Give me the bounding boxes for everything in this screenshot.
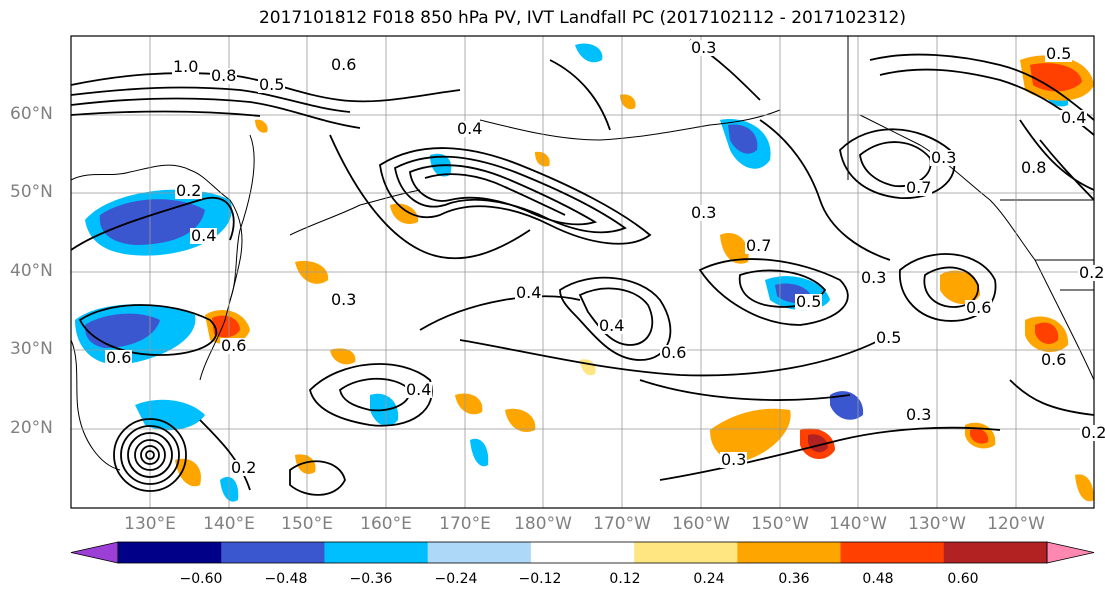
colorbar-bin xyxy=(427,542,532,563)
contour-label: 0.3 xyxy=(905,405,933,424)
colorbar-extend-left xyxy=(70,541,119,564)
colorbar-bin xyxy=(634,542,738,563)
contour-label: 0.5 xyxy=(1045,44,1073,63)
lon-label-130w: 130°W xyxy=(908,514,966,534)
lon-label-180w: 180°W xyxy=(514,514,572,534)
colorbar xyxy=(70,541,1095,564)
colorbar-bin xyxy=(118,542,222,563)
contour-label: 1.0 xyxy=(172,57,200,76)
contour-label: 0.4 xyxy=(515,283,543,302)
lon-label-150w: 150°W xyxy=(751,514,809,534)
contour-label: 0.2 xyxy=(1080,425,1105,441)
contour-label: 0.3 xyxy=(690,203,718,222)
contour-label: 0.4 xyxy=(598,316,626,335)
contour-label: 0.6 xyxy=(965,298,993,317)
colorbar-tick: 0.48 xyxy=(862,571,894,587)
positive-shading xyxy=(175,55,1094,502)
contour-label: 0.4 xyxy=(456,119,484,138)
contour-label: 0.5 xyxy=(258,75,286,94)
colorbar-bin xyxy=(324,542,429,563)
contour-label: 0.5 xyxy=(875,328,903,347)
contour-label: 0.8 xyxy=(1020,158,1048,177)
colorbar-tick: −0.48 xyxy=(264,571,308,587)
colorbar-bin xyxy=(943,542,1048,563)
contour-label: 0.3 xyxy=(690,38,718,57)
colorbar-tick: −0.24 xyxy=(434,571,478,587)
contour-label: 0.6 xyxy=(330,55,358,74)
lon-label-160e: 160°E xyxy=(360,514,412,534)
colorbar-bin xyxy=(737,542,842,563)
lon-label-120w: 120°W xyxy=(987,514,1045,534)
contour-label: 0.6 xyxy=(1040,350,1068,369)
lon-label-170e: 170°E xyxy=(439,514,491,534)
colorbar-tick: 0.24 xyxy=(693,571,725,587)
lon-label-150e: 150°E xyxy=(281,514,333,534)
lat-label-60n: 60°N xyxy=(10,104,53,124)
contour-label: 0.3 xyxy=(860,268,888,287)
contour-label: 0.6 xyxy=(220,336,248,355)
colorbar-extend-right xyxy=(1046,541,1095,564)
contour-label: 0.6 xyxy=(105,348,133,367)
lon-label-160w: 160°W xyxy=(672,514,730,534)
lat-label-40n: 40°N xyxy=(10,261,53,281)
contour-label: 0.3 xyxy=(930,148,958,167)
colorbar-tick: 0.36 xyxy=(778,571,810,587)
contour-label: 0.2 xyxy=(230,458,258,477)
contour-label: 0.6 xyxy=(660,343,688,362)
colorbar-tick: 0.60 xyxy=(947,571,979,587)
contour-label: 0.2 xyxy=(1078,263,1105,282)
colorbar-bin xyxy=(221,542,325,563)
contour-label: 0.7 xyxy=(745,236,773,255)
typhoon-contours xyxy=(113,418,187,492)
contour-label: 0.5 xyxy=(795,292,823,311)
colorbar-border xyxy=(117,541,1048,564)
lat-label-50n: 50°N xyxy=(10,182,53,202)
lon-label-140w: 140°W xyxy=(829,514,887,534)
pv-contours xyxy=(70,39,1095,496)
contour-label: 0.7 xyxy=(905,178,933,197)
colorbar-tick: −0.12 xyxy=(518,571,562,587)
contour-label: 0.3 xyxy=(330,290,358,309)
colorbar-tick: −0.36 xyxy=(349,571,393,587)
contour-label: 0.8 xyxy=(210,66,238,85)
contour-label: 0.4 xyxy=(1060,108,1088,127)
map-title: 2017101812 F018 850 hPa PV, IVT Landfall… xyxy=(258,8,906,28)
lat-label-30n: 30°N xyxy=(10,339,53,359)
contour-label: 0.2 xyxy=(175,181,203,200)
lat-label-20n: 20°N xyxy=(10,418,53,438)
contour-label: 0.3 xyxy=(720,450,748,469)
colorbar-bin xyxy=(530,542,635,563)
colorbar-tick: 0.12 xyxy=(609,571,641,587)
colorbar-bin xyxy=(840,542,945,563)
contour-label: 0.4 xyxy=(405,380,433,399)
contour-label: 0.4 xyxy=(190,226,218,245)
lon-label-140e: 140°E xyxy=(203,514,255,534)
lon-label-130e: 130°E xyxy=(124,514,176,534)
lon-label-170w: 170°W xyxy=(593,514,651,534)
colorbar-tick: −0.60 xyxy=(179,571,223,587)
